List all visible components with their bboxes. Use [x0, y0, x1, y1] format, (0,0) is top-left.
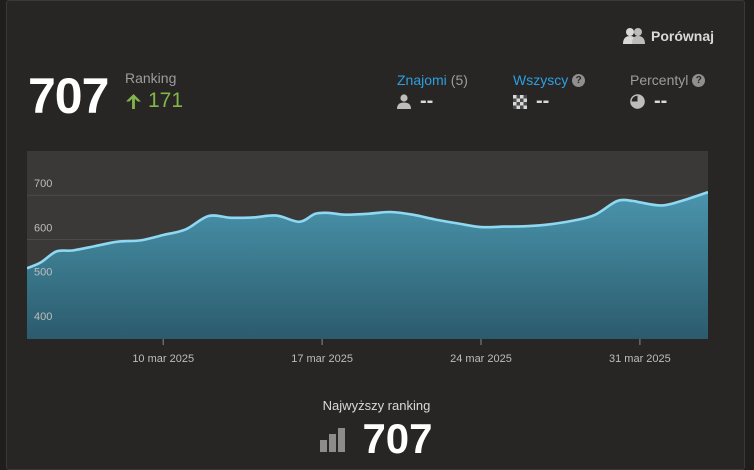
percentile-value: -- [654, 90, 668, 112]
x-tick-label: 31 mar 2025 [609, 353, 671, 365]
rating-area [27, 192, 708, 339]
compare-label: Porównaj [651, 28, 715, 44]
percentile-label: Percentyl [630, 72, 689, 88]
rank-change-value: 171 [148, 89, 184, 112]
x-tick-label: 17 mar 2025 [291, 353, 353, 365]
peak-rating-value: 707 [362, 415, 433, 462]
users-icon [623, 28, 645, 44]
pie-chart-icon [630, 94, 645, 109]
user-icon [397, 94, 411, 109]
friends-value: -- [420, 90, 434, 112]
help-icon[interactable]: ? [692, 73, 706, 87]
compare-button[interactable]: Porównaj [623, 27, 714, 45]
rating-history-chart[interactable]: 400 500 600 700 10 mar 2025 17 mar 2025 24 ma… [27, 151, 708, 371]
all-value: -- [536, 90, 550, 112]
stat-all: Wszyscy ? -- [513, 72, 586, 113]
y-tick-label: 600 [34, 222, 52, 234]
stat-friends: Znajomi (5) -- [397, 72, 468, 113]
rating-line [27, 190, 708, 270]
arrow-up-icon [126, 93, 141, 109]
rank-label: Ranking [125, 70, 177, 86]
x-tick-label: 24 mar 2025 [450, 353, 512, 365]
all-link[interactable]: Wszyscy [513, 72, 569, 88]
y-tick-label: 500 [34, 267, 52, 279]
peak-rating-label: Najwyższy ranking [322, 398, 431, 413]
y-tick-label: 400 [34, 311, 52, 323]
peak-rating: 707 [7, 415, 746, 463]
rating-panel: Porównaj 707 Ranking 171 Znajomi (5) -- … [6, 0, 745, 470]
rank-change: 171 [125, 89, 183, 113]
checkered-flag-icon [513, 94, 527, 109]
bar-chart-icon [320, 428, 346, 452]
friends-link[interactable]: Znajomi [397, 72, 447, 88]
friends-count: (5) [450, 72, 468, 88]
help-icon[interactable]: ? [572, 73, 586, 87]
y-tick-label: 700 [34, 178, 52, 190]
x-tick-label: 10 mar 2025 [132, 353, 194, 365]
stat-percentile: Percentyl ? -- [630, 72, 706, 113]
current-rating: 707 [28, 68, 109, 124]
